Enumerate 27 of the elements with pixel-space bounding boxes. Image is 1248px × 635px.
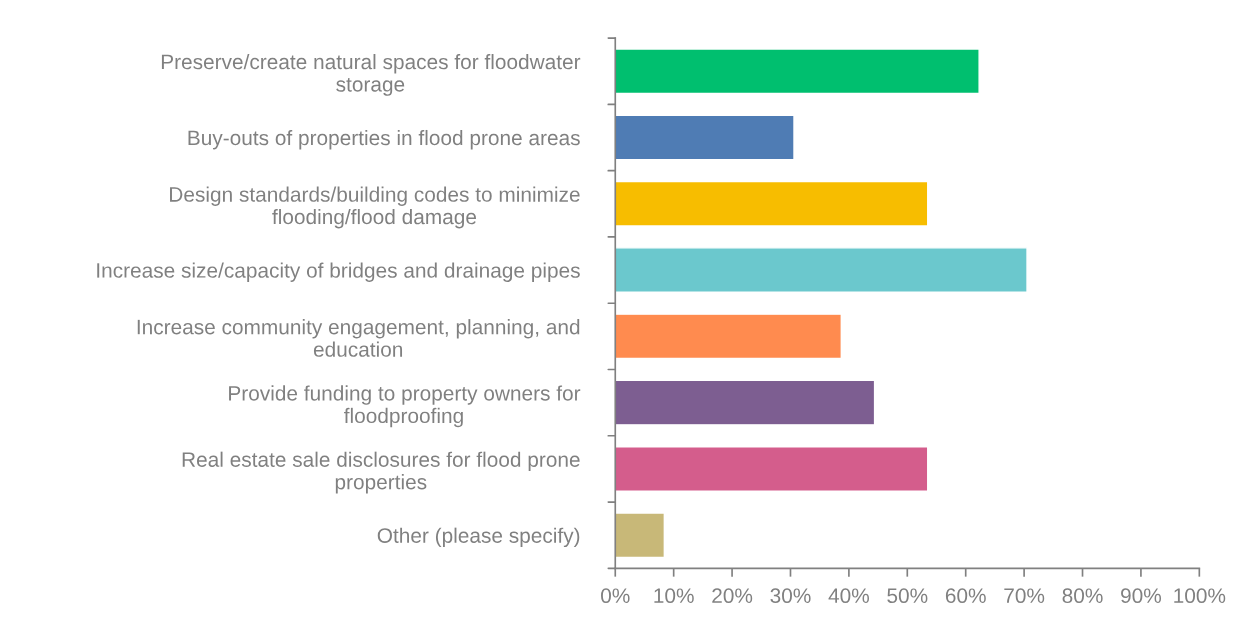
bar — [615, 247, 1028, 293]
y-tick-label: Other (please specify) — [377, 527, 580, 548]
y-tick-label: Preserve/create natural spaces for floodwater storage — [161, 53, 581, 96]
x-tick-label: 0% — [601, 588, 630, 604]
y-tick-label: Buy-outs of properties in flood prone areas — [188, 129, 580, 150]
y-tick-label: Real estate sale disclosures for flood prone properties — [182, 451, 580, 494]
y-tick-label: Increase community engagement, planning, and education — [137, 319, 580, 357]
bar — [615, 114, 795, 161]
bar — [615, 180, 929, 227]
x-tick-label: 50% — [887, 588, 928, 604]
bar — [615, 446, 929, 492]
bar — [615, 48, 980, 95]
x-tick-label: 10% — [654, 588, 694, 604]
x-tick-label: 20% — [712, 588, 753, 604]
x-tick-label: 70% — [1004, 588, 1045, 604]
x-tick-label: 90% — [1121, 588, 1162, 604]
y-tick-label: Increase size/capacity of bridges and drainage pipes — [97, 262, 580, 282]
bar — [615, 379, 876, 426]
x-tick-label: 40% — [828, 588, 869, 604]
y-tick-label: Provide funding to property owners for floodproofing — [229, 385, 581, 428]
x-tick-label: 60% — [945, 588, 986, 604]
bar — [615, 313, 842, 360]
x-tick-label: 30% — [770, 588, 811, 604]
y-tick-label: Design standards/building codes to minimize flooding/flood damage — [170, 186, 580, 229]
x-tick-label: 100% — [1174, 588, 1226, 604]
x-tick-label: 80% — [1062, 588, 1103, 604]
bar — [615, 512, 666, 559]
